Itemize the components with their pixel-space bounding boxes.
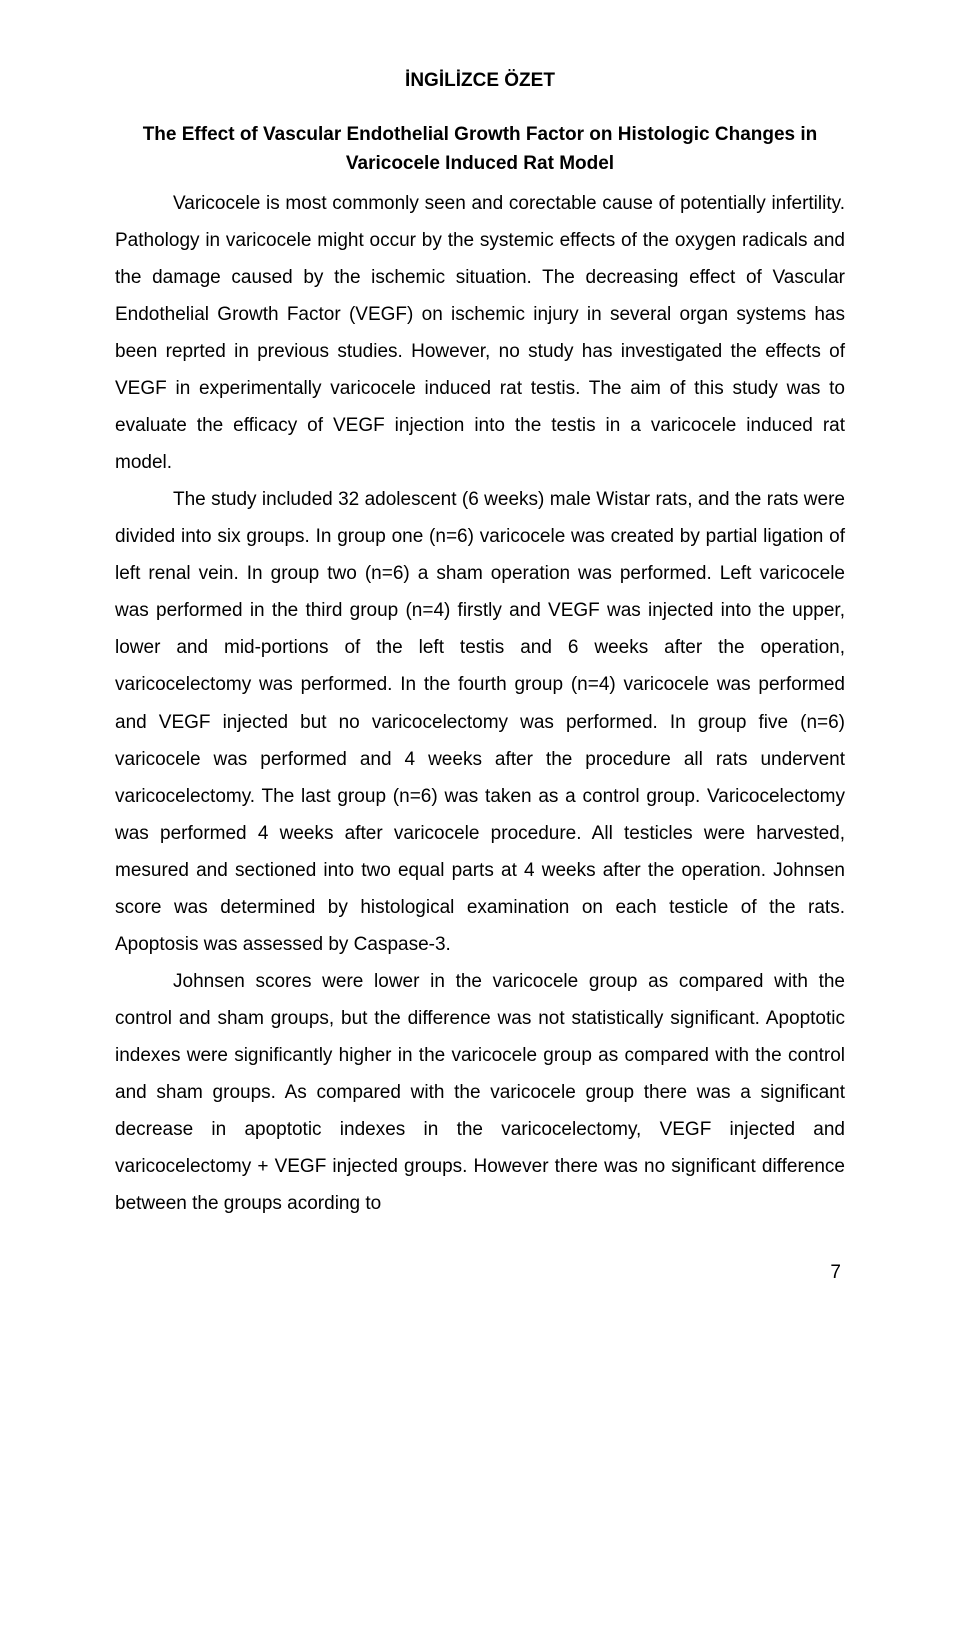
paragraph-1: Varicocele is most commonly seen and cor… <box>115 185 845 481</box>
body-text: Varicocele is most commonly seen and cor… <box>115 185 845 1222</box>
page-number: 7 <box>115 1262 845 1284</box>
paper-subtitle: The Effect of Vascular Endothelial Growt… <box>115 120 845 179</box>
paragraph-3: Johnsen scores were lower in the varicoc… <box>115 963 845 1222</box>
paragraph-2: The study included 32 adolescent (6 week… <box>115 481 845 963</box>
section-title: İNGİLİZCE ÖZET <box>115 70 845 92</box>
